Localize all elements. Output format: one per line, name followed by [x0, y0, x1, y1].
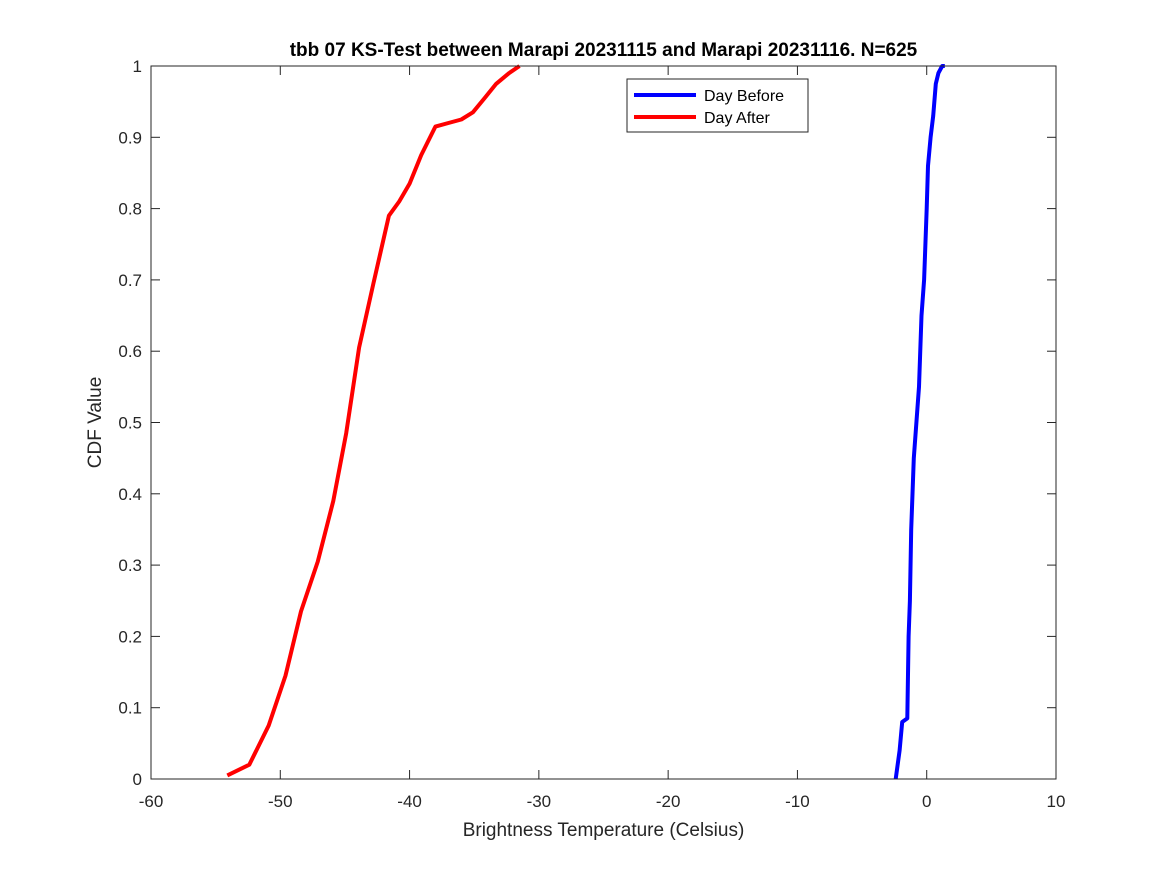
y-tick-label: 0.9: [118, 128, 142, 147]
chart-title: tbb 07 KS-Test between Marapi 20231115 a…: [290, 40, 918, 61]
y-tick-label: 0.8: [118, 200, 142, 219]
x-tick-label: 10: [1047, 792, 1066, 811]
x-tick-label: -20: [656, 792, 681, 811]
legend: Day Before Day After: [626, 78, 809, 133]
legend-entry-label: Day After: [704, 110, 770, 127]
x-tick-label: -30: [527, 792, 552, 811]
y-axis-label: CDF Value: [85, 377, 106, 469]
y-tick-label: 0.2: [118, 627, 142, 646]
x-tick-label: 0: [922, 792, 931, 811]
series-layer: [226, 64, 945, 780]
x-tick-label: -10: [785, 792, 810, 811]
y-tick-label: 0.4: [118, 485, 142, 504]
y-tick-label: 0.3: [118, 556, 142, 575]
series-line-day-before: [893, 64, 945, 780]
x-axis-label: Brightness Temperature (Celsius): [463, 820, 745, 841]
y-tick-label: 0: [133, 770, 142, 789]
y-tick-label: 0.7: [118, 271, 142, 290]
legend-entry-label: Day Before: [704, 88, 784, 105]
y-tick-label: 0.5: [118, 414, 142, 433]
x-tick-label: -60: [139, 792, 164, 811]
plot-area: [151, 66, 1056, 779]
ticks-layer: -60 -50 -40 -30 -20 -10 0 10 0 0.1 0.2 0.3 0.4 0.5 0.6…: [118, 57, 1065, 811]
legend-box: [626, 78, 809, 133]
y-tick-label: 0.1: [118, 699, 142, 718]
y-tick-label: 1: [133, 57, 142, 76]
y-tick-label: 0.6: [118, 342, 142, 361]
x-tick-label: -40: [397, 792, 422, 811]
series-line-day-after: [226, 64, 521, 778]
x-tick-label: -50: [268, 792, 293, 811]
